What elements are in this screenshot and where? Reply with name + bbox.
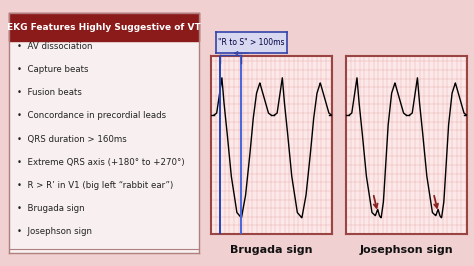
Text: •  R > R’ in V1 (big left “rabbit ear”): • R > R’ in V1 (big left “rabbit ear”) (17, 181, 173, 190)
Text: Josephson sign: Josephson sign (360, 245, 453, 255)
Text: •  Extreme QRS axis (+180° to +270°): • Extreme QRS axis (+180° to +270°) (17, 158, 185, 167)
Text: EKG Features Highly Suggestive of VT: EKG Features Highly Suggestive of VT (8, 23, 201, 32)
Text: •  QRS duration > 160ms: • QRS duration > 160ms (17, 135, 127, 144)
Text: •  AV dissociation: • AV dissociation (17, 42, 92, 51)
FancyArrowPatch shape (235, 52, 248, 55)
Text: •  Josephson sign: • Josephson sign (17, 227, 92, 236)
Text: •  Capture beats: • Capture beats (17, 65, 89, 74)
Text: "R to S" > 100ms: "R to S" > 100ms (218, 38, 284, 47)
Text: •  Fusion beats: • Fusion beats (17, 88, 82, 97)
Text: •  Concordance in precordial leads: • Concordance in precordial leads (17, 111, 166, 120)
Bar (9, 13, 199, 41)
Text: Brugada sign: Brugada sign (230, 245, 313, 255)
Text: •  Brugada sign: • Brugada sign (17, 204, 85, 213)
